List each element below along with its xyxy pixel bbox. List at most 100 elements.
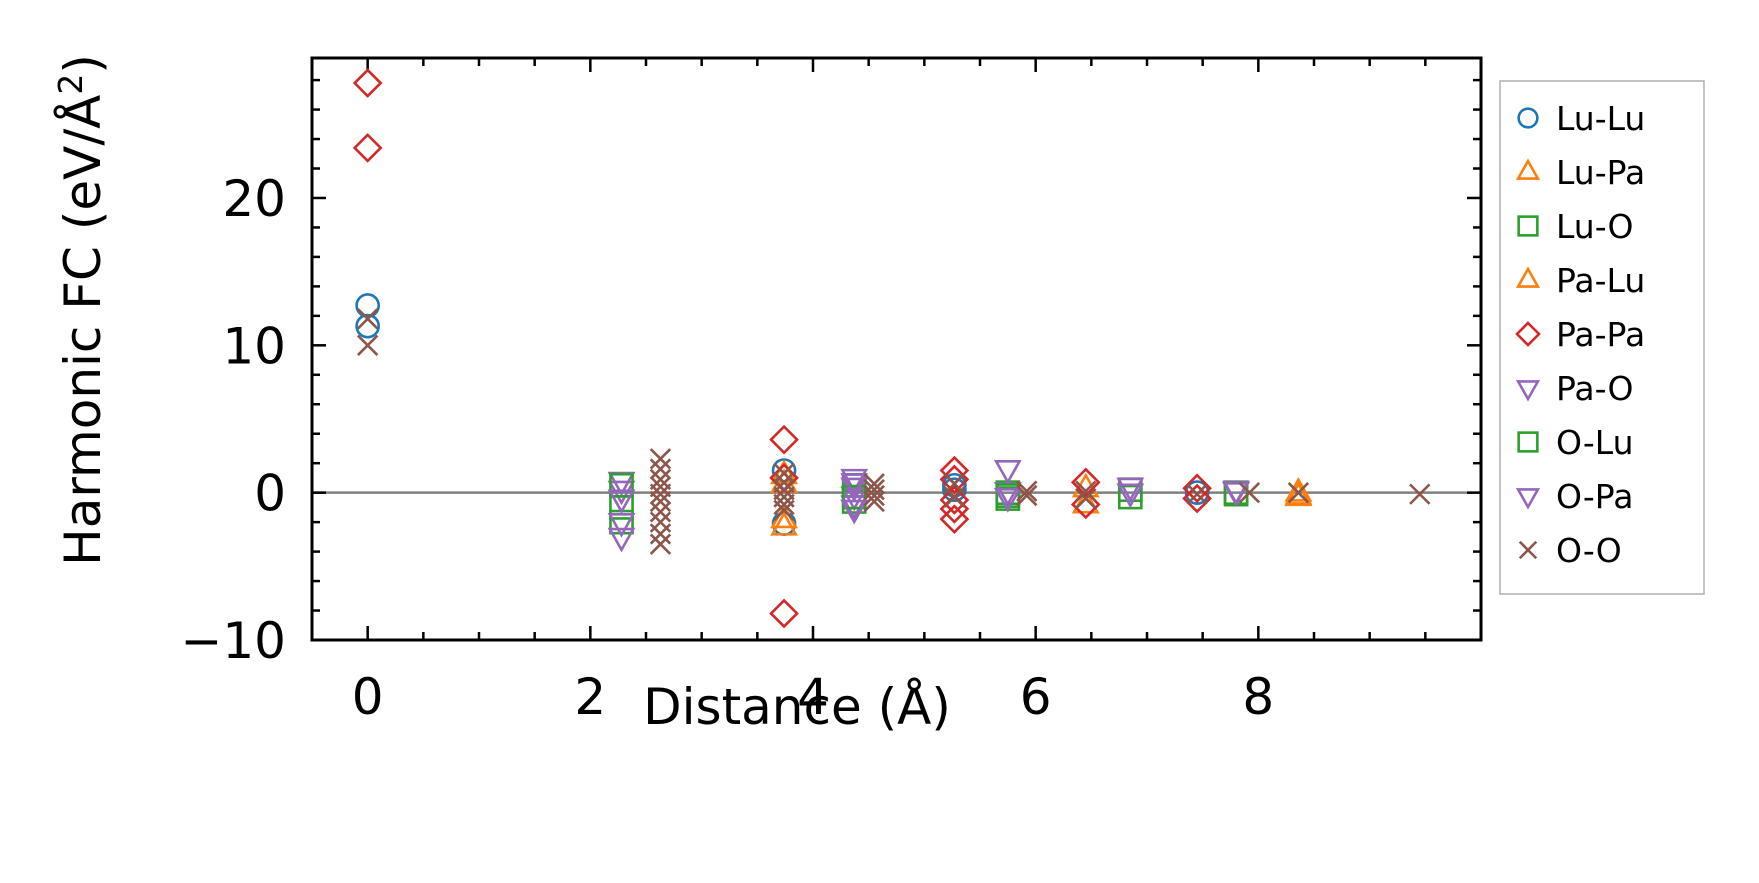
legend-marker [1517, 215, 1539, 237]
y-axis-title-superscript: 2 [51, 74, 90, 95]
data-point [649, 483, 672, 505]
data-point [1287, 481, 1310, 504]
legend-label: O-Pa [1556, 477, 1633, 516]
data-point [352, 68, 383, 98]
legend-label: Pa-O [1556, 369, 1633, 408]
legend-item-Lu-O: Lu-O [1517, 207, 1634, 246]
data-point [1222, 482, 1250, 507]
data-point [1182, 483, 1212, 514]
data-point [1016, 484, 1038, 507]
legend-marker [1518, 540, 1538, 560]
legend-marker [1515, 380, 1541, 402]
legend-label: Lu-Pa [1556, 153, 1645, 192]
legend-item-Pa-Pa: Pa-Pa [1515, 315, 1645, 354]
x-tick-label: 6 [1020, 668, 1052, 726]
legend-marker [1515, 158, 1541, 180]
data-point [995, 483, 1021, 508]
legend-marker [1517, 107, 1539, 129]
y-axis-title-close: ) [54, 54, 112, 74]
data-point [356, 308, 379, 330]
data-point [1075, 480, 1097, 502]
data-point [840, 486, 869, 512]
data-point [1071, 488, 1100, 514]
legend-item-O-Pa: O-Pa [1515, 477, 1633, 516]
data-point [1075, 487, 1097, 510]
legend-item-Pa-Lu: Pa-Lu [1515, 261, 1645, 300]
legend-label: O-O [1556, 531, 1622, 570]
legend-item-Lu-Lu: Lu-Lu [1517, 99, 1645, 138]
legend-label: Lu-O [1556, 207, 1634, 246]
data-point [1284, 477, 1313, 502]
data-point [769, 424, 799, 455]
data-point [649, 533, 672, 555]
x-tick-label: 2 [574, 668, 606, 726]
legend-item-Lu-Pa: Lu-Pa [1515, 153, 1645, 192]
legend: Lu-Lu Lu-Pa Lu-O Pa-Lu Pa-Pa Pa-O O-Lu O-Pa O-O [1499, 80, 1705, 595]
legend-label: Lu-Lu [1556, 99, 1645, 138]
legend-marker [1515, 321, 1541, 347]
data-point [649, 523, 672, 545]
legend-marker [1517, 431, 1539, 453]
plot-frame [310, 56, 1483, 642]
y-tick-label: 10 [222, 317, 286, 375]
data-point [863, 490, 885, 513]
data-point [1070, 467, 1101, 498]
data-point [840, 473, 869, 498]
series-O-Pa [607, 473, 1250, 525]
data-point [1016, 480, 1038, 502]
data-point [607, 513, 636, 538]
data-point [352, 133, 383, 163]
legend-label: O-Lu [1556, 423, 1634, 462]
legend-label: Pa-Pa [1556, 315, 1645, 354]
y-tick-label: 0 [254, 465, 286, 523]
data-point [649, 501, 672, 523]
data-point [993, 487, 1022, 513]
data-point [1116, 483, 1145, 509]
data-points [352, 68, 1431, 629]
data-point [939, 485, 970, 515]
x-tick-labels: 0 2 4 6 8 [352, 668, 1274, 726]
y-axis-title-main: Harmonic FC (eV/Å [54, 95, 112, 566]
data-point [1238, 481, 1261, 504]
data-point [1284, 479, 1313, 505]
legend-marker [1515, 488, 1541, 510]
data-point [607, 480, 636, 506]
data-point [773, 493, 795, 516]
data-point [943, 486, 966, 508]
legend-item-O-Lu: O-Lu [1517, 423, 1634, 462]
data-point [770, 510, 798, 536]
legend-item-Pa-O: Pa-O [1515, 369, 1633, 408]
data-point [1116, 477, 1145, 503]
data-point [356, 334, 379, 356]
data-point [769, 598, 799, 629]
data-point [993, 459, 1022, 485]
legend-item-O-O: O-O [1518, 531, 1622, 570]
y-axis-title: Harmonic FC (eV/Å2) [51, 54, 112, 566]
data-point [355, 313, 381, 339]
data-point [840, 477, 869, 503]
series-O-O [356, 308, 1431, 555]
data-point [649, 448, 672, 470]
x-tick-label: 4 [797, 668, 829, 726]
x-tick-label: 8 [1242, 668, 1274, 726]
data-point [1184, 480, 1210, 506]
legend-label: Pa-Lu [1556, 261, 1645, 300]
data-point [609, 472, 634, 498]
data-point [840, 468, 869, 494]
data-point [607, 489, 636, 515]
x-tick-label: 0 [352, 668, 384, 726]
x-axis-title: Distance (Å) [643, 678, 951, 736]
y-tick-labels: −10 0 10 20 [180, 170, 286, 670]
data-point [1409, 483, 1431, 505]
data-point [773, 499, 795, 522]
data-point [942, 477, 967, 503]
legend-marker [1515, 266, 1541, 288]
data-point [1186, 483, 1208, 505]
data-point [939, 504, 970, 535]
data-point [649, 490, 672, 513]
data-point [863, 484, 885, 507]
data-point [840, 499, 869, 525]
data-point [773, 462, 795, 485]
